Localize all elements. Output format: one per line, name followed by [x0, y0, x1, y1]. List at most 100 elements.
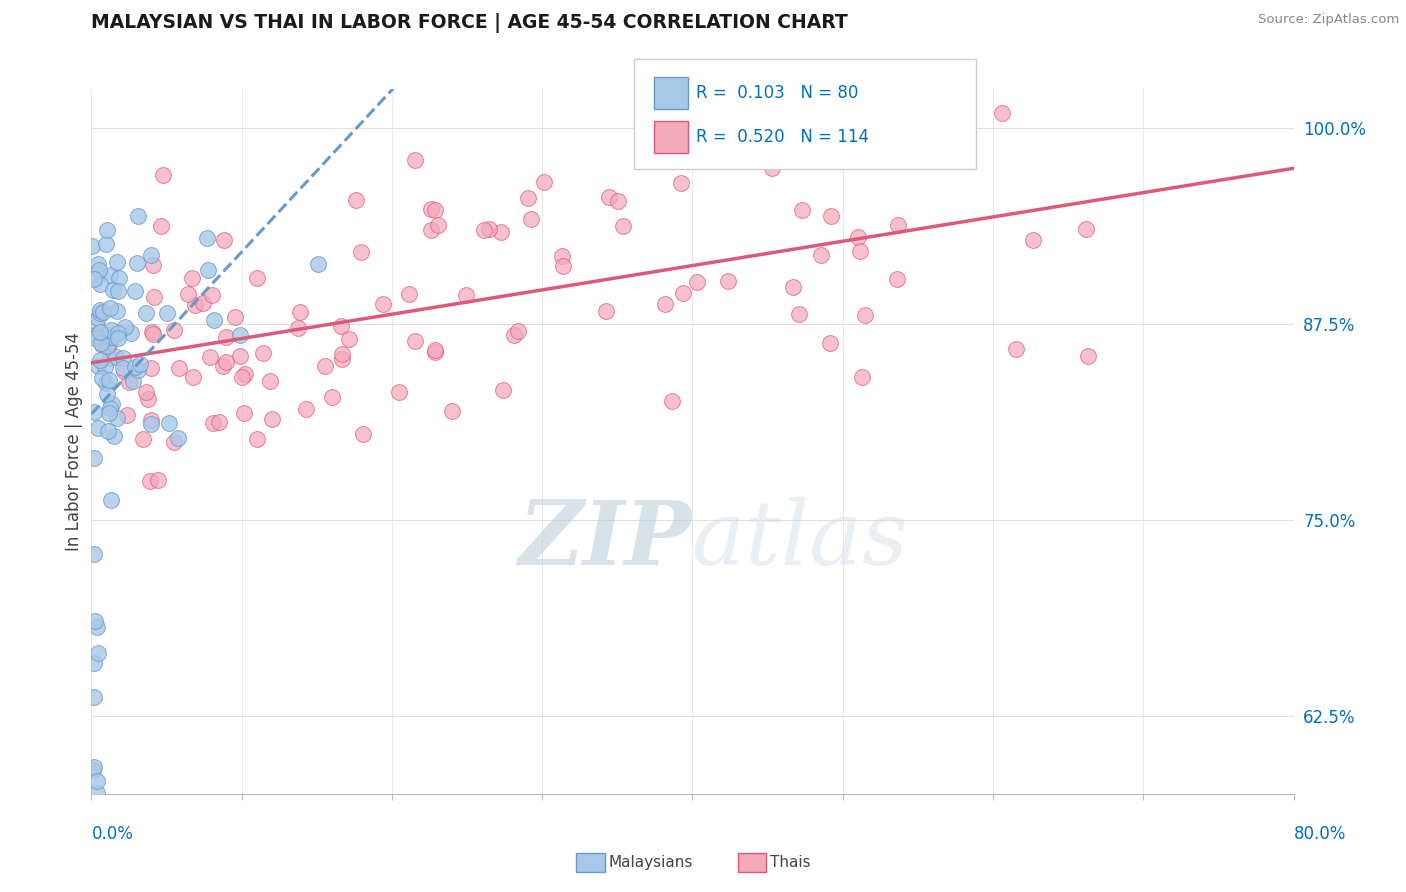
Point [89, 262, 111, 277]
Point [177, 287, 200, 301]
Point [893, 113, 915, 128]
Y-axis label: In Labor Force | Age 45-54: In Labor Force | Age 45-54 [65, 332, 83, 551]
Point [134, 385, 156, 400]
Point [671, 176, 693, 190]
Point [142, 259, 165, 273]
Point [503, 328, 526, 343]
Point [492, 383, 515, 397]
Point [246, 432, 269, 446]
Point [141, 413, 163, 427]
Text: R =  0.103   N = 80: R = 0.103 N = 80 [696, 84, 858, 102]
Point [142, 327, 165, 342]
Point [94, 376, 117, 390]
Point [533, 175, 555, 189]
Point [157, 416, 180, 430]
Point [371, 297, 394, 311]
Point [202, 416, 225, 430]
Point [520, 212, 543, 227]
Point [398, 287, 420, 301]
Point [404, 334, 426, 348]
Point [97, 373, 120, 387]
Point [89, 325, 111, 339]
Point [425, 343, 447, 358]
Point [96, 339, 118, 353]
Point [91, 305, 114, 319]
Point [810, 248, 832, 262]
Point [607, 194, 630, 208]
Point [228, 350, 250, 364]
Point [83, 547, 105, 561]
Point [129, 357, 152, 371]
Point [761, 161, 783, 176]
Point [197, 263, 219, 277]
Point [886, 218, 908, 232]
Point [104, 351, 127, 365]
Point [89, 353, 111, 368]
Point [96, 223, 118, 237]
Point [136, 392, 159, 406]
Point [98, 351, 121, 365]
Point [991, 105, 1014, 120]
Point [83, 405, 105, 419]
Point [489, 225, 512, 239]
Point [886, 272, 908, 286]
Point [94, 360, 117, 375]
Point [787, 307, 810, 321]
Point [882, 128, 904, 143]
Point [202, 312, 225, 326]
Point [122, 374, 145, 388]
Point [156, 305, 179, 319]
Point [84, 317, 107, 331]
Point [167, 431, 190, 445]
Point [314, 359, 336, 374]
Point [478, 221, 501, 235]
Point [208, 416, 231, 430]
Point [108, 271, 131, 285]
Point [598, 189, 620, 203]
Point [114, 320, 136, 334]
Point [83, 331, 105, 345]
Point [86, 786, 108, 800]
Point [337, 332, 360, 346]
Point [118, 376, 141, 390]
Point [132, 432, 155, 446]
Point [672, 285, 695, 300]
Point [388, 384, 411, 399]
Point [550, 249, 572, 263]
Point [420, 202, 443, 216]
Point [87, 646, 110, 660]
Point [97, 424, 120, 438]
Point [86, 774, 108, 789]
Point [98, 401, 121, 416]
Point [112, 364, 135, 378]
Point [184, 298, 207, 312]
Point [100, 492, 122, 507]
Point [246, 271, 269, 285]
Point [792, 202, 814, 217]
Point [83, 690, 105, 704]
Point [193, 296, 215, 310]
Point [124, 284, 146, 298]
Point [107, 284, 129, 298]
Point [233, 406, 256, 420]
Text: Thais: Thais [770, 855, 811, 870]
Point [252, 345, 274, 359]
Point [82, 239, 104, 253]
Point [287, 320, 309, 334]
Point [686, 275, 709, 289]
Point [84, 614, 107, 628]
Point [851, 370, 873, 384]
Point [849, 244, 872, 258]
Point [141, 417, 163, 432]
Point [103, 429, 125, 443]
Point [97, 406, 120, 420]
Point [83, 272, 105, 286]
Point [198, 350, 221, 364]
Point [117, 409, 139, 423]
Point [419, 223, 441, 237]
Point [214, 355, 236, 369]
Text: 80.0%: 80.0% [1294, 825, 1346, 843]
Point [97, 341, 120, 355]
Point [818, 335, 841, 350]
Point [83, 657, 105, 671]
